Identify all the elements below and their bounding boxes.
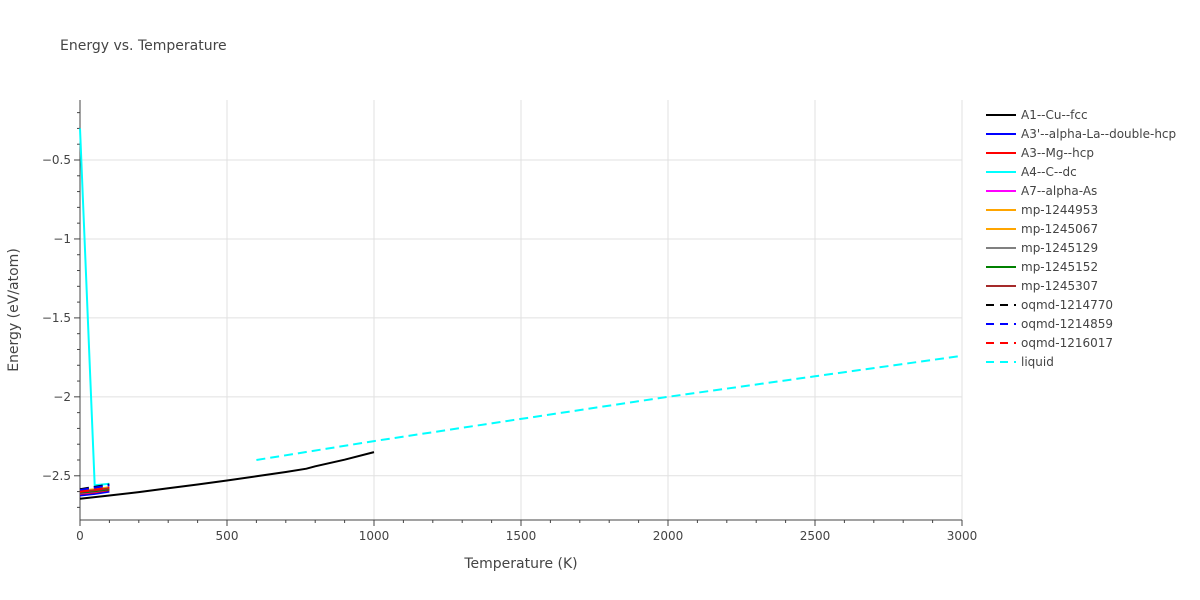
legend-label: A3--Mg--hcp [1021, 146, 1094, 160]
series-line [79, 484, 110, 491]
legend-label: oqmd-1216017 [1021, 336, 1113, 350]
axes [74, 100, 963, 526]
y-axis-title: Energy (eV/atom) [6, 248, 22, 372]
x-tick-label: 2500 [800, 529, 831, 543]
legend: A1--Cu--fcc A3'--alpha-La--double-hcp A3--… [986, 108, 1176, 369]
x-tick-label: 500 [216, 529, 239, 543]
legend-label: A3'--alpha-La--double-hcp [1021, 127, 1176, 141]
legend-label: oqmd-1214770 [1021, 298, 1113, 312]
y-tick-label: −0.5 [42, 153, 71, 167]
tick-labels: 0 500 1000 1500 2000 2500 3000 −2.5 −2 −1.5 −1 −0.5 [42, 153, 977, 543]
series-line [79, 128, 110, 487]
y-tick-label: −2.5 [42, 469, 71, 483]
x-tick-label: 1000 [359, 529, 390, 543]
series-line [256, 354, 963, 461]
plot-area [79, 128, 963, 500]
legend-label: oqmd-1214859 [1021, 317, 1113, 331]
x-tick-label: 2000 [653, 529, 684, 543]
legend-label: A7--alpha-As [1021, 184, 1097, 198]
x-axis-title: Temperature (K) [463, 556, 577, 572]
series-line [79, 490, 110, 497]
series-line [79, 486, 110, 493]
legend-label: mp-1245307 [1021, 279, 1098, 293]
legend-label: mp-1245152 [1021, 260, 1098, 274]
series-line [79, 451, 375, 500]
x-tick-label: 3000 [947, 529, 978, 543]
chart-title: Energy vs. Temperature [60, 38, 227, 54]
x-tick-label: 0 [76, 529, 84, 543]
x-tick-label: 1500 [506, 529, 537, 543]
y-tick-label: −2 [53, 390, 71, 404]
grid-lines [80, 100, 963, 520]
legend-label: liquid [1021, 355, 1054, 369]
legend-label: mp-1245129 [1021, 241, 1098, 255]
legend-label: A4--C--dc [1021, 165, 1077, 179]
legend-label: A1--Cu--fcc [1021, 108, 1088, 122]
legend-label: mp-1245067 [1021, 222, 1098, 236]
y-tick-label: −1.5 [42, 311, 71, 325]
legend-label: mp-1244953 [1021, 203, 1098, 217]
y-tick-label: −1 [53, 232, 71, 246]
